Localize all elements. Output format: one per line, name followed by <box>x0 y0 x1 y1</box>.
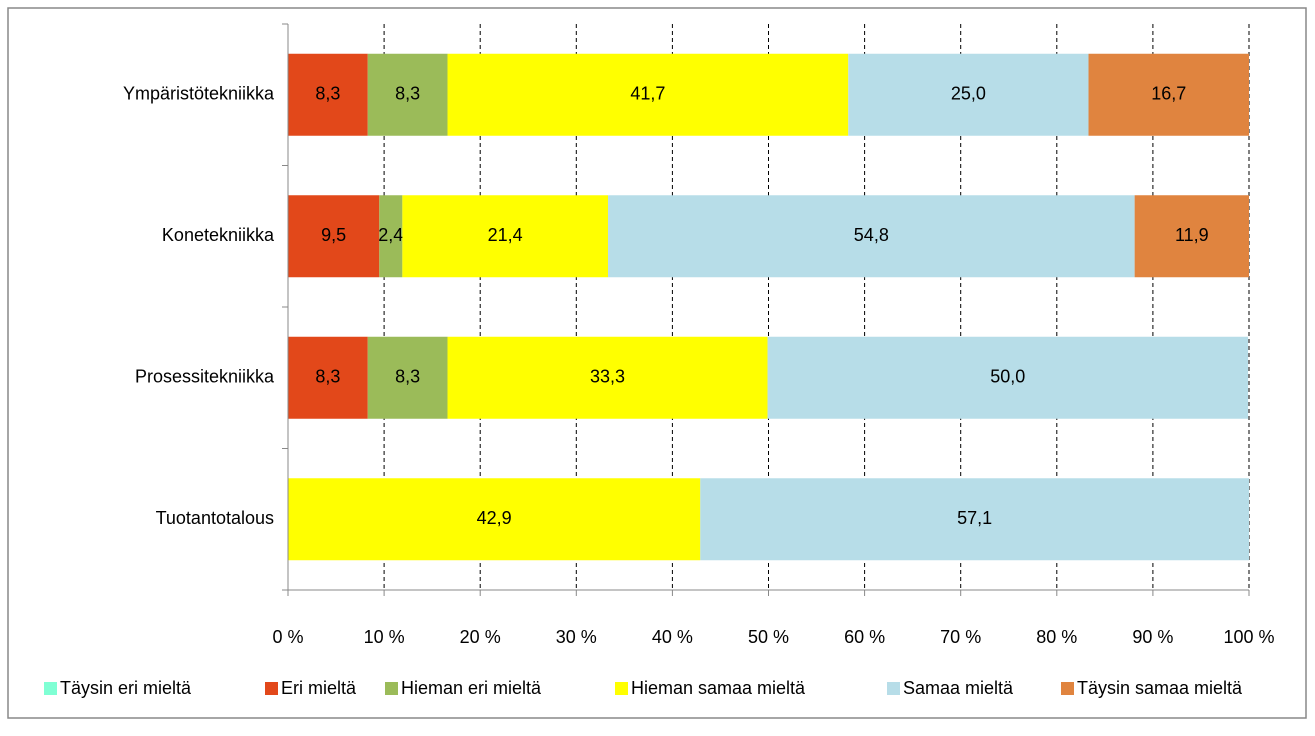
data-label: 21,4 <box>488 225 523 245</box>
bar-segment <box>288 53 368 136</box>
legend-label: Täysin eri mieltä <box>60 678 192 698</box>
data-label: 8,3 <box>315 84 340 104</box>
x-tick-label: 0 % <box>272 627 303 647</box>
x-tick-label: 30 % <box>556 627 597 647</box>
bar-segment <box>288 478 701 561</box>
legend-label: Hieman eri mieltä <box>401 678 542 698</box>
legend-label: Samaa mieltä <box>903 678 1014 698</box>
data-label: 9,5 <box>321 225 346 245</box>
data-label: 42,9 <box>477 508 512 528</box>
bar-segment <box>1134 195 1249 278</box>
x-tick-label: 70 % <box>940 627 981 647</box>
bar-segment <box>608 195 1135 278</box>
x-tick-label: 20 % <box>460 627 501 647</box>
x-tick-label: 100 % <box>1223 627 1274 647</box>
legend-label: Eri mieltä <box>281 678 357 698</box>
legend-swatch <box>887 682 900 695</box>
bar-segment <box>367 53 448 136</box>
data-label: 2,4 <box>378 225 403 245</box>
data-label: 25,0 <box>951 84 986 104</box>
bar-segment <box>288 195 380 278</box>
x-tick-label: 80 % <box>1036 627 1077 647</box>
bar-segment <box>288 336 368 419</box>
data-label: 41,7 <box>630 84 665 104</box>
legend-swatch <box>265 682 278 695</box>
legend-swatch <box>615 682 628 695</box>
bar-segment <box>848 53 1089 136</box>
data-label: 11,9 <box>1175 225 1209 245</box>
bar-segment <box>767 336 1249 419</box>
bar-segment <box>700 478 1249 561</box>
data-label: 54,8 <box>854 225 889 245</box>
bar-segment <box>367 336 448 419</box>
y-tick-label: Ympäristötekniikka <box>123 84 275 104</box>
bar-segment <box>447 336 768 419</box>
y-tick-label: Konetekniikka <box>162 225 275 245</box>
data-label: 8,3 <box>315 367 340 387</box>
data-label: 57,1 <box>957 508 992 528</box>
legend-label: Hieman samaa mieltä <box>631 678 806 698</box>
x-tick-label: 40 % <box>652 627 693 647</box>
data-label: 8,3 <box>395 84 420 104</box>
x-tick-label: 90 % <box>1132 627 1173 647</box>
y-tick-label: Prosessitekniikka <box>135 367 275 387</box>
x-tick-label: 10 % <box>364 627 405 647</box>
data-label: 16,7 <box>1151 84 1186 104</box>
y-tick-label: Tuotantotalous <box>156 508 274 528</box>
bar-segment <box>379 195 403 278</box>
legend-swatch <box>385 682 398 695</box>
data-label: 33,3 <box>590 367 625 387</box>
x-tick-label: 50 % <box>748 627 789 647</box>
legend-swatch <box>1061 682 1074 695</box>
data-label: 8,3 <box>395 367 420 387</box>
bar-segment <box>1088 53 1249 136</box>
data-label: 50,0 <box>990 367 1025 387</box>
bar-segment <box>402 195 609 278</box>
legend-swatch <box>44 682 57 695</box>
x-tick-label: 60 % <box>844 627 885 647</box>
legend-label: Täysin samaa mieltä <box>1077 678 1243 698</box>
bar-segment <box>447 53 849 136</box>
